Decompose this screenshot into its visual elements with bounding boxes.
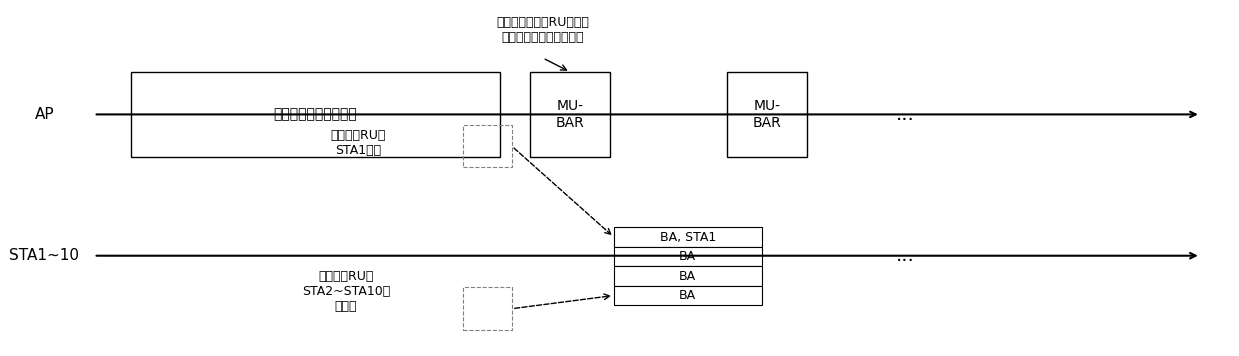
FancyBboxPatch shape: [615, 227, 762, 247]
FancyBboxPatch shape: [130, 72, 499, 157]
Text: BA, STA1: BA, STA1: [659, 231, 716, 244]
FancyBboxPatch shape: [530, 72, 611, 157]
Text: AP: AP: [35, 107, 55, 122]
Text: 固定接入RU，
STA1使用: 固定接入RU， STA1使用: [331, 129, 385, 157]
Text: 竞争接入RU，
STA2~STA10随
机接入: 竞争接入RU， STA2~STA10随 机接入: [302, 269, 390, 313]
FancyBboxPatch shape: [727, 72, 807, 157]
Text: 将资源分为四个RU，触发
站点上行多用户发送应答: 将资源分为四个RU，触发 站点上行多用户发送应答: [496, 16, 589, 43]
Text: MU-
BAR: MU- BAR: [556, 99, 585, 130]
Text: BA: BA: [679, 250, 696, 263]
FancyBboxPatch shape: [615, 247, 762, 266]
Text: BA: BA: [679, 289, 696, 302]
Text: 发送一个或多个组播帧: 发送一个或多个组播帧: [274, 108, 357, 121]
FancyBboxPatch shape: [615, 266, 762, 286]
Text: BA: BA: [679, 269, 696, 283]
Text: ...: ...: [896, 246, 914, 265]
Text: STA1~10: STA1~10: [10, 248, 79, 263]
Text: MU-
BAR: MU- BAR: [753, 99, 782, 130]
FancyBboxPatch shape: [615, 286, 762, 305]
Text: ...: ...: [896, 105, 914, 124]
